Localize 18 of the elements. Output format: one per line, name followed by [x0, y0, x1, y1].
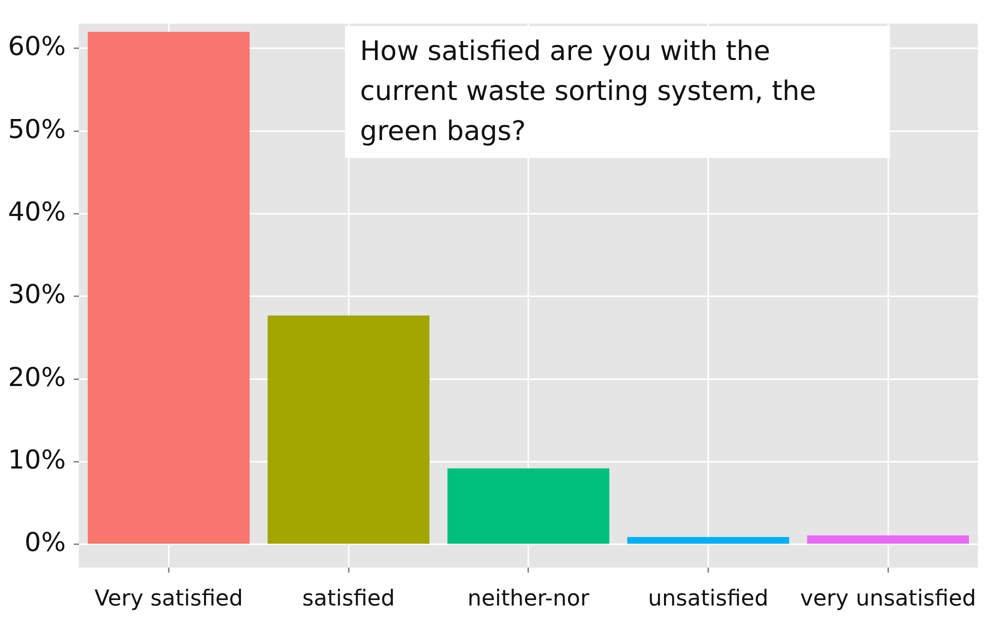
x-tick-label: neither-nor — [468, 586, 590, 612]
y-tick-label: 20% — [8, 362, 66, 393]
y-tick-label: 0% — [24, 528, 66, 558]
y-tick-label: 60% — [8, 32, 66, 62]
x-tick-label: unsatisfied — [648, 586, 768, 612]
bar — [88, 32, 250, 544]
bar — [447, 468, 610, 544]
bar — [807, 535, 970, 544]
x-tick-label: Very satisfied — [94, 586, 243, 612]
bar — [268, 315, 430, 544]
x-tick-label: very unsatisfied — [800, 586, 976, 612]
y-tick-label: 30% — [8, 280, 66, 310]
x-tick-label: satisfied — [302, 586, 395, 612]
y-tick-label: 10% — [8, 446, 66, 476]
y-tick-label: 40% — [8, 198, 66, 228]
bar — [627, 537, 790, 544]
y-tick-label: 50% — [8, 114, 66, 145]
title-box: How satisfied are you with the current waste sorting system, the green bags? — [345, 26, 890, 158]
